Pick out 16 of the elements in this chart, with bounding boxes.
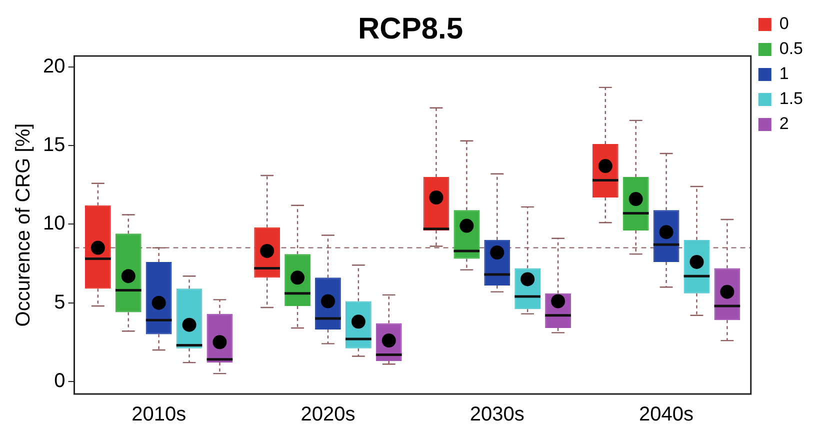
y-tick-label: 5 (54, 291, 66, 314)
legend-label: 2 (779, 114, 789, 134)
y-tick-label: 20 (42, 56, 66, 78)
y-tick-label: 10 (42, 212, 66, 235)
legend-label: 0.5 (779, 39, 804, 58)
legend-label: 0 (779, 14, 789, 34)
y-axis-title: Occurence of CRG [%] (12, 123, 35, 327)
chart-title: RCP8.5 (358, 12, 464, 46)
x-tick-label: 2020s (300, 404, 356, 426)
y-tick-label: 0 (54, 370, 66, 392)
x-tick-label: 2030s (470, 404, 524, 426)
x-tick-label: 2010s (132, 404, 186, 426)
legend-label: 1 (779, 64, 789, 84)
x-tick-label: 2040s (639, 404, 694, 426)
y-tick-label: 15 (42, 134, 66, 156)
legend-label: 1.5 (779, 89, 804, 108)
